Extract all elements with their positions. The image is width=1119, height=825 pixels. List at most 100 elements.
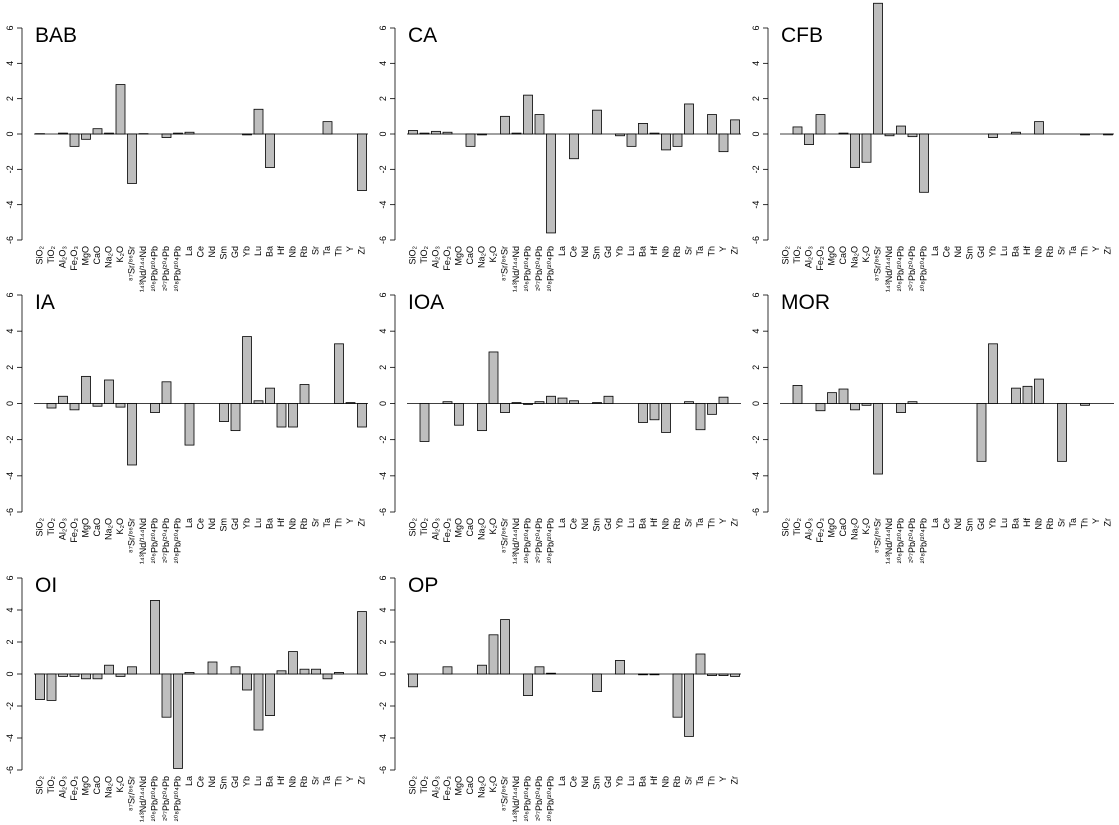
bar xyxy=(454,403,464,426)
x-tick-label: Nd xyxy=(953,518,963,530)
y-tick-label: 4 xyxy=(5,61,15,66)
x-tick-label: K₂O xyxy=(861,246,871,263)
bar xyxy=(230,403,241,432)
bar xyxy=(184,672,195,675)
x-tick-label: La xyxy=(184,246,194,256)
bar xyxy=(718,396,729,404)
bar xyxy=(661,403,671,433)
x-tick-label: Gd xyxy=(230,776,240,788)
x-tick-label: Nd xyxy=(207,776,217,788)
x-tick-label: ²⁰⁶Pb/²⁰⁴Pb xyxy=(149,776,159,821)
bar xyxy=(161,381,172,404)
bar xyxy=(976,403,987,462)
bar xyxy=(81,133,91,140)
bar xyxy=(638,403,648,423)
x-tick-label: Rb xyxy=(299,518,309,530)
bar xyxy=(988,133,998,138)
x-tick-label: Hf xyxy=(276,776,286,785)
x-tick-label: SiO₂ xyxy=(34,775,44,794)
x-tick-label: TiO₂ xyxy=(46,776,56,794)
x-tick-label: Sm xyxy=(591,776,601,790)
x-tick-label: Lu xyxy=(253,776,263,786)
y-tick-label: -2 xyxy=(751,165,761,173)
x-tick-label: Al₂O₃ xyxy=(430,776,440,798)
y-tick-label: -6 xyxy=(751,236,761,244)
x-tick-label: TiO₂ xyxy=(419,776,429,794)
x-tick-label: Lu xyxy=(999,246,1009,256)
x-tick-label: TiO₂ xyxy=(419,518,429,536)
bar xyxy=(299,384,310,404)
x-tick-label: K₂O xyxy=(488,246,498,263)
x-tick-label: ²⁰⁷Pb/²⁰⁴Pb xyxy=(161,776,171,821)
bar xyxy=(838,388,849,404)
x-tick-label: Sr xyxy=(683,518,693,527)
bar xyxy=(615,660,625,675)
x-tick-label: La xyxy=(184,518,194,528)
bar xyxy=(488,634,499,675)
bar xyxy=(1080,403,1090,406)
y-tick-label: -2 xyxy=(378,702,388,710)
bar xyxy=(804,133,814,145)
bar xyxy=(253,108,264,135)
bar xyxy=(35,673,45,701)
x-tick-label: Y xyxy=(1091,246,1101,252)
x-tick-label: Sm xyxy=(591,246,601,260)
x-tick-label: Ta xyxy=(695,518,705,528)
bar xyxy=(357,133,367,191)
y-tick-label: 6 xyxy=(751,25,761,30)
y-tick-label: 6 xyxy=(378,575,388,580)
bar xyxy=(69,673,80,677)
bar xyxy=(718,133,729,153)
x-tick-label: MgO xyxy=(80,776,90,796)
bar xyxy=(288,651,298,675)
x-tick-label: Hf xyxy=(1022,518,1032,527)
x-tick-label: Zr xyxy=(1102,246,1112,255)
x-tick-label: ²⁰⁸Pb/²⁰⁴Pb xyxy=(545,776,555,821)
y-tick-label: 4 xyxy=(5,329,15,334)
bar xyxy=(695,653,706,675)
x-tick-label: MgO xyxy=(80,518,90,538)
x-tick-label: Th xyxy=(333,246,343,257)
bar xyxy=(127,666,137,675)
x-tick-label: ²⁰⁷Pb/²⁰⁴Pb xyxy=(534,518,544,563)
y-tick-label: -6 xyxy=(378,766,388,774)
y-tick-label: -4 xyxy=(751,472,761,480)
x-tick-label: CaO xyxy=(838,518,848,537)
bar xyxy=(523,673,533,697)
y-tick-label: 4 xyxy=(5,607,15,612)
x-tick-label: MgO xyxy=(826,246,836,266)
x-tick-label: La xyxy=(930,246,940,256)
bar xyxy=(442,131,453,135)
x-tick-label: Ba xyxy=(264,776,274,787)
bar xyxy=(500,619,510,675)
x-tick-label: Sm xyxy=(964,246,974,260)
x-tick-label: Na₂O xyxy=(103,776,113,798)
y-tick-label: -6 xyxy=(5,766,15,774)
y-tick-label: 6 xyxy=(5,292,15,297)
y-tick-label: -2 xyxy=(5,702,15,710)
bar xyxy=(1057,403,1067,462)
x-tick-label: Sm xyxy=(218,518,228,532)
x-tick-label: SiO₂ xyxy=(407,517,417,536)
y-tick-label: 6 xyxy=(5,575,15,580)
bar xyxy=(638,123,648,135)
y-tick-label: -4 xyxy=(378,472,388,480)
x-tick-label: Ba xyxy=(1010,246,1020,257)
x-tick-label: Th xyxy=(1079,246,1089,257)
x-tick-label: MgO xyxy=(453,776,463,796)
y-tick-label: -2 xyxy=(378,436,388,444)
x-tick-label: Ta xyxy=(1068,246,1078,256)
x-tick-label: ²⁰⁶Pb/²⁰⁴Pb xyxy=(895,518,905,563)
x-tick-label: La xyxy=(184,776,194,786)
x-tick-label: Y xyxy=(345,776,355,782)
y-tick-label: 6 xyxy=(378,292,388,297)
x-tick-label: Y xyxy=(718,518,728,524)
y-tick-label: 4 xyxy=(378,607,388,612)
bar xyxy=(557,397,568,404)
bar xyxy=(184,131,195,135)
bar xyxy=(827,392,837,404)
x-tick-label: Na₂O xyxy=(476,776,486,798)
x-tick-label: ²⁰⁷Pb/²⁰⁴Pb xyxy=(907,246,917,291)
x-tick-label: Yb xyxy=(987,518,997,529)
